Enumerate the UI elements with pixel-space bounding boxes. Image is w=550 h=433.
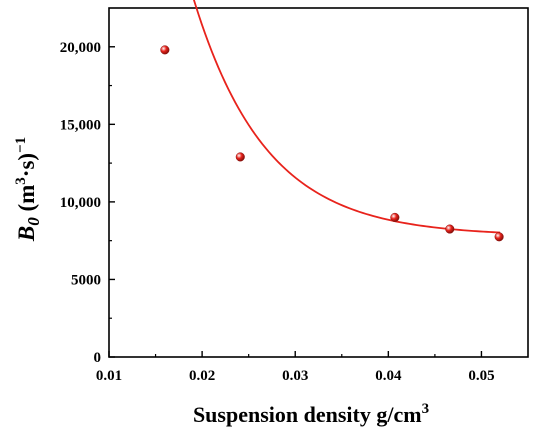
data-point: [445, 224, 455, 234]
x-axis-title: Suspension density g/cm3: [193, 401, 429, 427]
data-point: [235, 152, 245, 162]
x-tick-label: 0.02: [189, 368, 215, 384]
y-axis-ticks: 0 5000 10,000 15,000 20,000: [60, 40, 115, 366]
plot-frame: [108, 7, 529, 358]
plot-border: [108, 7, 529, 358]
y-tick-label: 20,000: [60, 40, 101, 56]
y-axis-title-sub: 0: [24, 217, 43, 226]
y-axis-title-mid: ·s): [14, 153, 39, 177]
y-axis-title: B0 (m3·s)−1: [13, 137, 43, 242]
x-axis-ticks: 0.01 0.02 0.03 0.04 0.05: [96, 351, 495, 384]
x-tick-label: 0.01: [96, 368, 122, 384]
data-point: [494, 232, 504, 242]
data-points: [160, 45, 504, 242]
x-tick-label: 0.03: [282, 368, 308, 384]
y-axis-title-sup: 3: [13, 177, 29, 185]
y-axis-title-exp: −1: [13, 137, 29, 153]
y-axis-title-open: (m: [14, 185, 39, 218]
data-point: [160, 45, 170, 55]
y-tick-label: 10,000: [60, 195, 101, 211]
y-tick-label: 5000: [71, 272, 101, 288]
fit-curve-group: [193, 0, 501, 234]
x-axis-title-sup: 3: [422, 401, 430, 417]
x-axis-title-main: Suspension density g/cm: [193, 402, 422, 427]
fit-curve: [193, 0, 501, 234]
y-axis-title-symbol: B: [14, 226, 39, 242]
data-point: [390, 212, 400, 222]
x-tick-label: 0.04: [375, 368, 402, 384]
y-tick-label: 15,000: [60, 117, 101, 133]
x-tick-label: 0.05: [468, 368, 494, 384]
y-tick-label: 0: [94, 350, 102, 366]
